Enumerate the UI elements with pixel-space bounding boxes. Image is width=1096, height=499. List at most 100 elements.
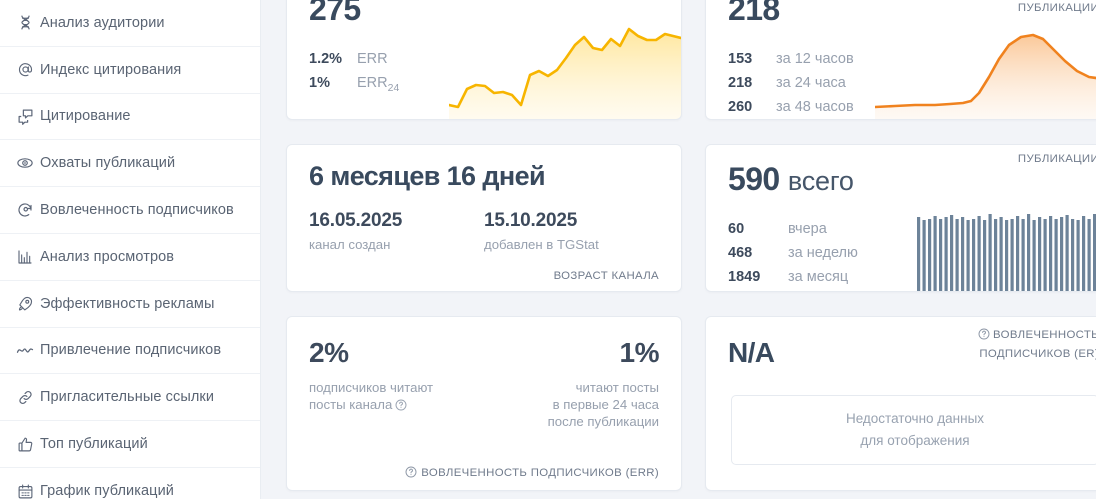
avg-reach-value: 275 bbox=[309, 0, 361, 27]
info-question-icon[interactable] bbox=[395, 398, 407, 415]
err-left: 2% подписчиков читают посты канала bbox=[309, 339, 433, 415]
channel-age-value: 6 месяцев 16 дней bbox=[309, 161, 546, 191]
stat-label: за 24 часа bbox=[776, 75, 846, 91]
err-left-desc-line1: подписчиков читают bbox=[309, 380, 434, 395]
stat-row: 60 вчера bbox=[728, 217, 1096, 241]
publications-value: 590 всего bbox=[728, 163, 1096, 195]
link-icon bbox=[10, 389, 40, 406]
chat-bubbles-icon bbox=[10, 108, 40, 125]
stat-label: за 12 часов bbox=[776, 51, 854, 67]
calendar-icon bbox=[10, 483, 40, 499]
wave-line-icon bbox=[10, 341, 40, 359]
err-right: 1% читают посты в первые 24 часа после п… bbox=[548, 337, 660, 430]
sidebar-nav: Анализ аудитории Индекс цитирования Цити… bbox=[0, 0, 261, 499]
er-no-data-box: Недостаточно данных для отображения bbox=[731, 395, 1096, 465]
stat-row: 1849 за месяц bbox=[728, 265, 1096, 289]
sidebar-item-label: Индекс цитирования bbox=[40, 61, 182, 78]
avg-reach-stats: 1.2% ERR 1% ERR24 bbox=[309, 47, 659, 100]
sidebar-item-subscriber-engagement[interactable]: Вовлеченность подписчиков bbox=[0, 187, 260, 234]
stat-value: 153 bbox=[728, 51, 753, 67]
publications-suffix: всего bbox=[787, 166, 854, 196]
sidebar-item-views-analysis[interactable]: Анализ просмотров bbox=[0, 233, 260, 281]
sidebar-item-citation[interactable]: Цитирование bbox=[0, 93, 260, 141]
sidebar-item-label: Анализ просмотров bbox=[40, 248, 175, 265]
dna-icon bbox=[10, 14, 40, 31]
sidebar-item-label: Эффективность рекламы bbox=[40, 295, 215, 312]
err-right-desc-line3: после публикации bbox=[547, 414, 659, 429]
err-left-desc-line2: посты канала bbox=[309, 397, 393, 412]
date-value: 15.10.2025 bbox=[484, 210, 578, 231]
stat-label: ERR bbox=[357, 51, 388, 67]
err-left-value: 2% bbox=[309, 337, 349, 368]
err-right-value: 1% bbox=[619, 337, 660, 368]
publications-stats: 60 вчера 468 за неделю 1849 за месяц bbox=[728, 217, 1096, 289]
sidebar-item-label: Вовлеченность подписчиков bbox=[40, 202, 234, 219]
date-value: 16.05.2025 bbox=[309, 210, 403, 231]
at-icon bbox=[10, 61, 40, 78]
channel-age-footer: ВОЗРАСТ КАНАЛА bbox=[553, 270, 659, 282]
sidebar-item-label: Привлечение подписчиков bbox=[40, 342, 222, 359]
er-title: ВОВЛЕЧЕННОСТЬ ПОДПИСЧИКОВ (ER) bbox=[884, 327, 1096, 363]
avg-ad-reach-title-text: СРЕДНИЙ РЕКЛАМНЫЙ ОХВАТ 1 ПУБЛИКАЦИИ bbox=[1017, 2, 1096, 14]
eye-icon bbox=[10, 154, 40, 172]
sidebar-item-audience-analysis[interactable]: Анализ аудитории bbox=[0, 0, 260, 47]
sidebar-item-label: Топ публикаций bbox=[40, 436, 148, 453]
info-question-icon[interactable] bbox=[978, 328, 990, 346]
stat-value: 468 bbox=[728, 245, 753, 261]
sidebar-item-subscriber-acquisition[interactable]: Привлечение подписчиков bbox=[0, 327, 260, 375]
stat-label: ERR24 bbox=[357, 71, 399, 100]
engagement-icon bbox=[10, 201, 40, 219]
sidebar-item-top-posts[interactable]: Топ публикаций bbox=[0, 421, 260, 468]
info-question-icon[interactable] bbox=[405, 466, 417, 481]
publications-title: ПУБЛИКАЦИИ bbox=[1017, 153, 1096, 165]
stat-row: 260 за 48 часов bbox=[728, 95, 1096, 119]
stat-row: 468 за неделю bbox=[728, 241, 1096, 265]
er-no-data-line2: для отображения bbox=[860, 433, 970, 448]
card-average-reach: 275 СРЕДНИЙ ОХВАТ 1 ПУБЛИКАЦИИ 1.2% ERR … bbox=[286, 0, 682, 120]
sidebar-item-post-reach[interactable]: Охваты публикаций bbox=[0, 140, 260, 188]
channel-age-dates: 16.05.2025 канал создан 15.10.2025 добав… bbox=[309, 210, 659, 252]
sidebar-item-label: Анализ аудитории bbox=[40, 14, 165, 31]
sidebar-item-citation-index[interactable]: Индекс цитирования bbox=[0, 46, 260, 94]
err-footer: ВОВЛЕЧЕННОСТЬ ПОДПИСЧИКОВ (ERR) bbox=[405, 466, 659, 481]
card-publications: 590 всего ПУБЛИКАЦИИ 60 вчера 468 за нед… bbox=[705, 144, 1096, 292]
stats-cards-area: 275 СРЕДНИЙ ОХВАТ 1 ПУБЛИКАЦИИ 1.2% ERR … bbox=[261, 0, 1096, 499]
avg-ad-reach-title: СРЕДНИЙ РЕКЛАМНЫЙ ОХВАТ 1 ПУБЛИКАЦИИ bbox=[884, 0, 1096, 17]
stat-value: 1% bbox=[309, 75, 330, 91]
stat-label-text: ERR bbox=[357, 75, 388, 91]
stat-label-subscript: 24 bbox=[387, 81, 400, 94]
sidebar-item-label: Пригласительные ссылки bbox=[40, 389, 215, 406]
sidebar-item-label: Цитирование bbox=[40, 108, 131, 125]
er-no-data-line1: Недостаточно данных bbox=[845, 411, 985, 426]
date-label: добавлен в TGStat bbox=[484, 237, 599, 252]
sidebar-item-publication-schedule[interactable]: График публикаций bbox=[0, 467, 260, 499]
stat-value: 218 bbox=[728, 75, 753, 91]
card-channel-age: 6 месяцев 16 дней 16.05.2025 канал созда… bbox=[286, 144, 682, 292]
err-left-desc: подписчиков читают посты канала bbox=[309, 379, 433, 415]
date-added-tgstat: 15.10.2025 добавлен в TGStat bbox=[484, 210, 659, 252]
er-title-text: ВОВЛЕЧЕННОСТЬ ПОДПИСЧИКОВ (ER) bbox=[979, 329, 1096, 360]
stat-label: вчера bbox=[788, 221, 827, 237]
sidebar-item-label: Охваты публикаций bbox=[40, 155, 176, 172]
stat-label: за месяц bbox=[788, 269, 849, 285]
stat-value: 1849 bbox=[728, 269, 761, 285]
err-right-desc: читают посты в первые 24 часа после публ… bbox=[548, 379, 659, 430]
err-right-desc-line2: в первые 24 часа bbox=[552, 397, 659, 412]
sidebar-item-invite-links[interactable]: Пригласительные ссылки bbox=[0, 374, 260, 422]
card-err: 2% подписчиков читают посты канала 1% чи… bbox=[286, 316, 682, 491]
stat-row: 153 за 12 часов bbox=[728, 47, 1096, 71]
stat-value: 60 bbox=[728, 221, 745, 237]
avg-ad-reach-stats: 153 за 12 часов 218 за 24 часа 260 за 48… bbox=[728, 47, 1096, 119]
bar-chart-icon bbox=[10, 249, 40, 265]
publications-count: 590 bbox=[728, 161, 780, 197]
sidebar-item-ad-efficiency[interactable]: Эффективность рекламы bbox=[0, 280, 260, 328]
sidebar-item-label: График публикаций bbox=[40, 483, 174, 499]
avg-ad-reach-value: 218 bbox=[728, 0, 780, 27]
stat-label: за 48 часов bbox=[776, 99, 854, 115]
card-average-ad-reach: 218 СРЕДНИЙ РЕКЛАМНЫЙ ОХВАТ 1 ПУБЛИКАЦИИ bbox=[705, 0, 1096, 120]
er-value: N/A bbox=[728, 337, 775, 368]
date-created: 16.05.2025 канал создан bbox=[309, 210, 484, 252]
card-er: N/A ВОВЛЕЧЕННОСТЬ ПОДПИСЧИКОВ (ER) Недос… bbox=[705, 316, 1096, 491]
stat-value: 1.2% bbox=[309, 51, 343, 67]
